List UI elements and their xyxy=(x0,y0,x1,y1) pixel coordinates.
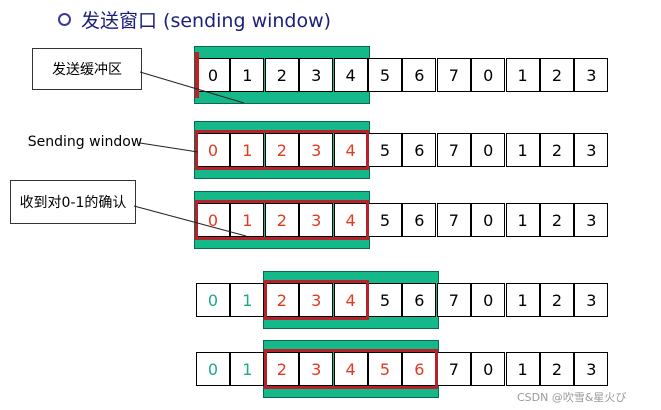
sequence-cell: 0 xyxy=(196,203,230,237)
sequence-cell: 7 xyxy=(436,58,471,92)
sequence-cell: 3 xyxy=(299,133,334,167)
watermark: CSDN @吹雪&星火び xyxy=(517,391,627,404)
sending-window-frame xyxy=(263,349,438,389)
callout-send-buffer: 发送缓冲区 xyxy=(32,48,142,90)
sequence-cell: 2 xyxy=(264,283,299,317)
sequence-cell: 1 xyxy=(230,133,265,167)
sending-window-frame xyxy=(195,200,369,240)
pointer-line-window xyxy=(139,142,199,153)
sequence-cell: 4 xyxy=(333,352,368,386)
sequence-cell: 1 xyxy=(230,352,265,386)
sequence-cell: 3 xyxy=(574,352,609,386)
sequence-cell: 1 xyxy=(505,352,540,386)
sending-window-frame xyxy=(263,280,369,320)
sequence-cell: 4 xyxy=(333,133,368,167)
callout-send-buffer-text: 发送缓冲区 xyxy=(52,62,122,78)
sequence-cell: 7 xyxy=(436,283,471,317)
sequence-cell: 3 xyxy=(299,352,334,386)
sequence-cell: 0 xyxy=(196,352,230,386)
callout-sending-window-text: Sending window xyxy=(27,134,143,150)
sequence-cell: 6 xyxy=(402,203,437,237)
sequence-cell: 2 xyxy=(264,352,299,386)
sequence-cell: 2 xyxy=(540,58,574,92)
sequence-cell: 6 xyxy=(402,133,437,167)
callout-sending-window: Sending window xyxy=(28,125,142,159)
sequence-cell: 5 xyxy=(368,58,402,92)
sequence-cell: 2 xyxy=(540,133,574,167)
sequence-cell: 6 xyxy=(402,58,437,92)
sequence-cell: 3 xyxy=(574,133,609,167)
sequence-cell: 1 xyxy=(230,203,265,237)
sequence-cell: 2 xyxy=(540,352,574,386)
sequence-cell: 0 xyxy=(471,352,506,386)
sequence-cell: 3 xyxy=(299,58,334,92)
sequence-cell: 3 xyxy=(574,58,609,92)
sequence-cell: 1 xyxy=(505,283,540,317)
sequence-cell: 6 xyxy=(402,352,437,386)
sequence-cell: 0 xyxy=(196,58,230,92)
sequence-cell: 7 xyxy=(436,203,471,237)
sending-window-frame xyxy=(195,130,369,170)
callout-ack-text: 收到对0-1的确认 xyxy=(19,195,127,211)
circle-bullet-icon xyxy=(58,13,71,26)
pointer-line-buffer xyxy=(139,71,245,104)
sequence-cell: 2 xyxy=(264,203,299,237)
title-text: 发送窗口 (sending window) xyxy=(81,10,332,32)
sequence-cell: 0 xyxy=(471,58,506,92)
sequence-cell: 0 xyxy=(471,133,506,167)
sequence-cell: 0 xyxy=(471,283,506,317)
sequence-cell: 2 xyxy=(264,58,299,92)
sequence-cell: 0 xyxy=(471,203,506,237)
sequence-cell: 7 xyxy=(436,133,471,167)
sequence-cell: 0 xyxy=(196,133,230,167)
sequence-cell: 1 xyxy=(505,133,540,167)
sequence-cell: 0 xyxy=(196,283,230,317)
sequence-cell: 2 xyxy=(540,283,574,317)
sequence-cell: 7 xyxy=(436,352,471,386)
window-pointer-marker xyxy=(195,52,199,98)
sequence-cell: 1 xyxy=(505,203,540,237)
slide-title: 发送窗口 (sending window) xyxy=(58,6,331,33)
sequence-cell: 5 xyxy=(368,133,402,167)
sequence-cell: 2 xyxy=(264,133,299,167)
callout-ack: 收到对0-1的确认 xyxy=(10,180,136,224)
sequence-cell: 5 xyxy=(368,352,402,386)
sequence-cell: 2 xyxy=(540,203,574,237)
sequence-cell: 1 xyxy=(505,58,540,92)
sequence-cell: 3 xyxy=(299,203,334,237)
sequence-cell: 1 xyxy=(230,58,265,92)
pointer-line-ack xyxy=(133,205,247,237)
sequence-cell: 6 xyxy=(402,283,437,317)
sequence-cell: 3 xyxy=(574,283,609,317)
sequence-cell: 4 xyxy=(333,58,368,92)
sequence-cell: 3 xyxy=(574,203,609,237)
sequence-cell: 3 xyxy=(299,283,334,317)
